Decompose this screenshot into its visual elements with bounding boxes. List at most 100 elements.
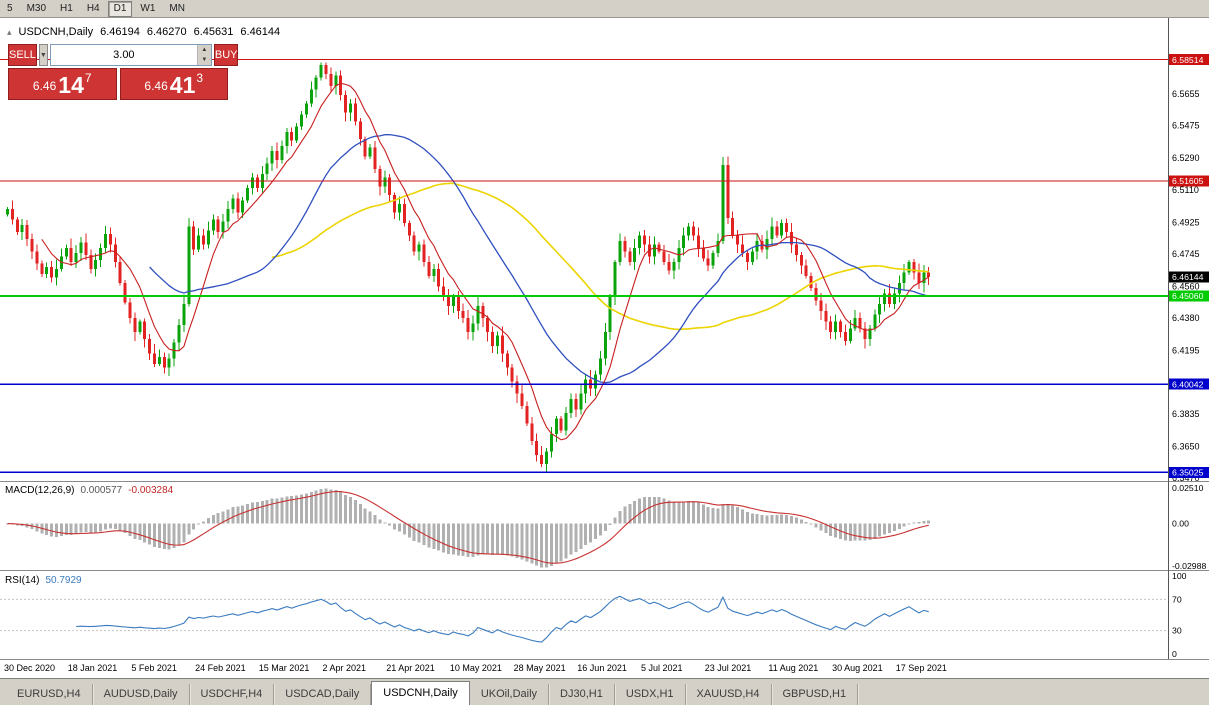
candle-body <box>667 261 671 271</box>
time-axis-label: 5 Feb 2021 <box>131 663 177 673</box>
macd-bar <box>138 523 142 541</box>
price-axis[interactable]: 6.58556.56556.54756.52906.51106.49256.47… <box>1172 54 1200 483</box>
chart-area[interactable]: 6.58556.56556.54756.52906.51106.49256.47… <box>0 18 1209 678</box>
candle-body <box>407 223 411 236</box>
candle-body <box>692 226 695 236</box>
price-chart-canvas[interactable]: 6.58556.56556.54756.52906.51106.49256.47… <box>0 18 1209 678</box>
buy-price-display[interactable]: 6.46 41 3 <box>119 68 228 100</box>
chart-tab-GBPUSD-H1[interactable]: GBPUSD,H1 <box>772 684 859 705</box>
price-level-label-text: 6.45060 <box>1172 291 1204 301</box>
chart-tab-AUDUSD-Daily[interactable]: AUDUSD,Daily <box>93 684 190 705</box>
candle-body <box>402 203 406 224</box>
lot-size-input[interactable] <box>50 45 197 65</box>
macd-bar <box>334 489 338 524</box>
macd-bar <box>378 519 382 524</box>
chart-tab-USDCHF-H4[interactable]: USDCHF,H4 <box>190 684 275 705</box>
chart-tab-USDX-H1[interactable]: USDX,H1 <box>615 684 686 705</box>
chart-tab-DJ30-H1[interactable]: DJ30,H1 <box>549 684 615 705</box>
sell-price-sup: 7 <box>84 71 92 85</box>
price-axis-tick: 6.5475 <box>1172 121 1200 131</box>
chart-tab-USDCAD-Daily[interactable]: USDCAD,Daily <box>274 684 372 705</box>
candle-body <box>496 335 499 347</box>
candle-body <box>564 412 568 431</box>
macd-bar <box>300 494 303 524</box>
macd-bar <box>569 523 573 555</box>
macd-bar <box>202 521 205 524</box>
timeframe-button-W1[interactable]: W1 <box>140 2 156 14</box>
macd-bar <box>383 522 387 524</box>
time-axis-label: 5 Jul 2021 <box>641 663 683 673</box>
candle-body <box>162 356 166 368</box>
candle-body <box>878 304 882 315</box>
spin-down-icon[interactable]: ▼ <box>197 55 211 65</box>
macd-bar <box>466 523 470 558</box>
candle-body <box>197 235 201 250</box>
candle-body <box>540 455 544 464</box>
candle-body <box>108 233 112 245</box>
one-click-trading-panel: SELL ▼ ▲ ▼ BUY 6.46 14 7 6.46 41 <box>8 44 239 100</box>
spin-up-icon[interactable]: ▲ <box>197 45 211 55</box>
lot-dropdown-button[interactable]: ▼ <box>38 44 48 66</box>
macd-bar <box>471 523 475 558</box>
last-price-label-text: 6.46144 <box>1172 272 1204 282</box>
macd-bar <box>696 502 700 524</box>
horizontal-levels: 6.585146.516056.450606.400426.350256.461… <box>0 54 1209 478</box>
ma-mid-line <box>149 133 929 384</box>
candle-body <box>64 247 68 257</box>
candle-body <box>584 379 588 394</box>
macd-bar <box>785 514 789 524</box>
candle-body <box>799 254 803 266</box>
candle-body <box>770 226 774 240</box>
timeframe-button-H1[interactable]: H1 <box>60 2 73 14</box>
timeframe-button-MN[interactable]: MN <box>169 2 185 14</box>
macd-bar <box>427 523 431 548</box>
sell-price-display[interactable]: 6.46 14 7 <box>8 68 117 100</box>
macd-bar <box>638 498 642 524</box>
price-axis-tick: 6.4925 <box>1172 217 1200 227</box>
timeframe-button-H4[interactable]: H4 <box>86 2 100 14</box>
candle-body <box>206 230 210 245</box>
chart-tab-EURUSD-H4[interactable]: EURUSD,H4 <box>6 684 93 705</box>
macd-bar <box>133 523 137 539</box>
candle-body <box>447 297 450 306</box>
macd-bar <box>118 523 122 531</box>
time-axis[interactable]: 30 Dec 2020 18 Jan 2021 5 Feb 2021 24 Feb 2… <box>4 663 947 673</box>
timeframe-button-D1[interactable]: D1 <box>107 0 133 17</box>
chart-tab-UKOil-Daily[interactable]: UKOil,Daily <box>470 684 550 705</box>
rsi-axis-tick: 70 <box>1172 594 1182 604</box>
candle-body <box>873 314 877 329</box>
macd-bar <box>442 523 446 553</box>
macd-bar <box>804 522 808 524</box>
candle-body <box>780 223 784 236</box>
timeframe-button-M30[interactable]: M30 <box>26 2 47 14</box>
macd-bar <box>750 513 754 524</box>
rsi-value: 50.7929 <box>45 575 82 586</box>
macd-bar <box>843 523 847 541</box>
candle-body <box>736 235 740 245</box>
macd-bar <box>574 523 578 553</box>
collapse-icon[interactable]: ▴ <box>7 26 12 37</box>
macd-bar <box>216 513 220 524</box>
macd-bar <box>863 523 867 541</box>
macd-indicator-label: MACD(12,26,9) 0.000577 -0.003284 <box>5 485 173 496</box>
macd-bar <box>162 523 166 550</box>
price-axis-tick: 6.5290 <box>1172 153 1200 163</box>
candle-body <box>104 233 107 248</box>
price-axis-tick: 6.5655 <box>1172 89 1200 99</box>
timeframe-button-5[interactable]: 5 <box>7 2 13 14</box>
chart-tab-USDCNH-Daily[interactable]: USDCNH,Daily <box>371 681 470 705</box>
macd-bar <box>128 523 132 536</box>
macd-value-main: 0.000577 <box>80 485 123 496</box>
candle-body <box>339 75 343 95</box>
candle-body <box>643 235 646 245</box>
macd-bar <box>912 522 916 524</box>
macd-bar <box>50 523 54 537</box>
macd-bar <box>794 517 798 524</box>
buy-button[interactable]: BUY <box>213 44 239 66</box>
sell-button[interactable]: SELL <box>8 44 37 66</box>
time-axis-label: 30 Aug 2021 <box>832 663 883 673</box>
macd-bar <box>496 523 499 555</box>
macd-bar <box>623 506 627 524</box>
chart-tab-XAUUSD-H4[interactable]: XAUUSD,H4 <box>686 684 772 705</box>
macd-bar <box>64 523 68 536</box>
